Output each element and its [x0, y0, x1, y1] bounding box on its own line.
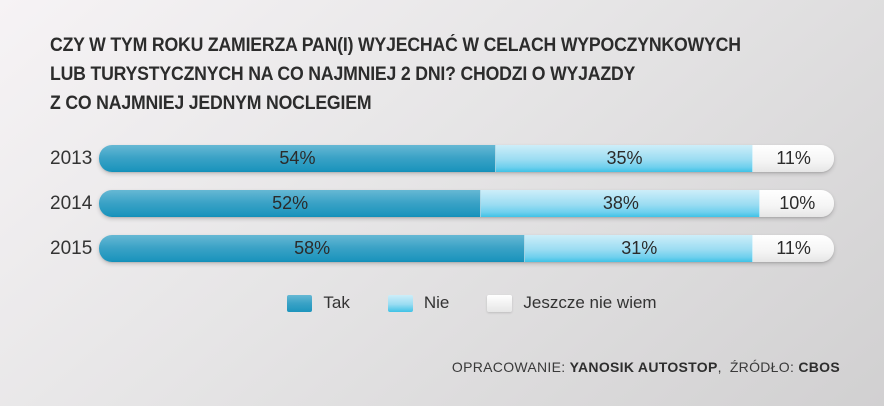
legend-swatch-tak-icon	[287, 294, 313, 312]
footer-separator: ,	[717, 359, 722, 375]
segment-tak: 54%	[99, 145, 496, 172]
segment-tak: 58%	[99, 235, 526, 262]
legend-item-tak: Tak	[287, 293, 350, 313]
stacked-bar: 54% 35% 11%	[99, 145, 834, 172]
segment-nie: 31%	[525, 235, 754, 262]
legend-item-nie: Nie	[387, 293, 450, 313]
bar-row-2013: 2013 54% 35% 11%	[50, 145, 834, 172]
legend-label: Nie	[423, 293, 450, 312]
legend-swatch-nie-icon	[387, 294, 413, 312]
legend: Tak Nie Jeszcze nie wiem	[30, 293, 884, 313]
source-value: CBOS	[798, 359, 840, 375]
source-attribution: OPRACOWANIE: YANOSIK AUTOSTOP, ŹRÓDŁO: CB…	[452, 359, 840, 375]
year-label: 2015	[50, 237, 93, 259]
segment-jeszcze-nie-wiem: 11%	[753, 235, 834, 262]
segment-tak: 52%	[99, 190, 482, 217]
prepared-by-value: YANOSIK AUTOSTOP	[569, 359, 718, 375]
legend-item-jeszcze-nie-wiem: Jeszcze nie wiem	[487, 293, 657, 313]
source-label: ŹRÓDŁO:	[729, 359, 795, 375]
segment-nie: 38%	[481, 190, 761, 217]
segment-jeszcze-nie-wiem: 11%	[753, 145, 834, 172]
legend-label: Jeszcze nie wiem	[523, 293, 657, 312]
prepared-by-label: OPRACOWANIE:	[451, 359, 566, 375]
segment-nie: 35%	[495, 145, 754, 172]
bar-row-2014: 2014 52% 38% 10%	[50, 190, 834, 217]
legend-label: Tak	[323, 293, 350, 312]
bar-row-2015: 2015 58% 31% 11%	[50, 235, 834, 262]
title-line-1: CZY W TYM ROKU ZAMIERZA PAN(I) WYJECHAĆ …	[50, 35, 741, 56]
title-line-3: Z CO NAJMNIEJ JEDNYM NOCLEGIEM	[50, 93, 372, 114]
title-line-2: LUB TURYSTYCZNYCH NA CO NAJMNIEJ 2 DNI? …	[50, 64, 636, 85]
stacked-bar: 52% 38% 10%	[99, 190, 834, 217]
stacked-bar: 58% 31% 11%	[99, 235, 834, 262]
page-title: CZY W TYM ROKU ZAMIERZA PAN(I) WYJECHAĆ …	[50, 31, 741, 118]
legend-swatch-jeszcze-nie-wiem-icon	[487, 294, 513, 312]
year-label: 2013	[50, 147, 93, 169]
year-label: 2014	[50, 192, 93, 214]
segment-jeszcze-nie-wiem: 10%	[760, 190, 834, 217]
